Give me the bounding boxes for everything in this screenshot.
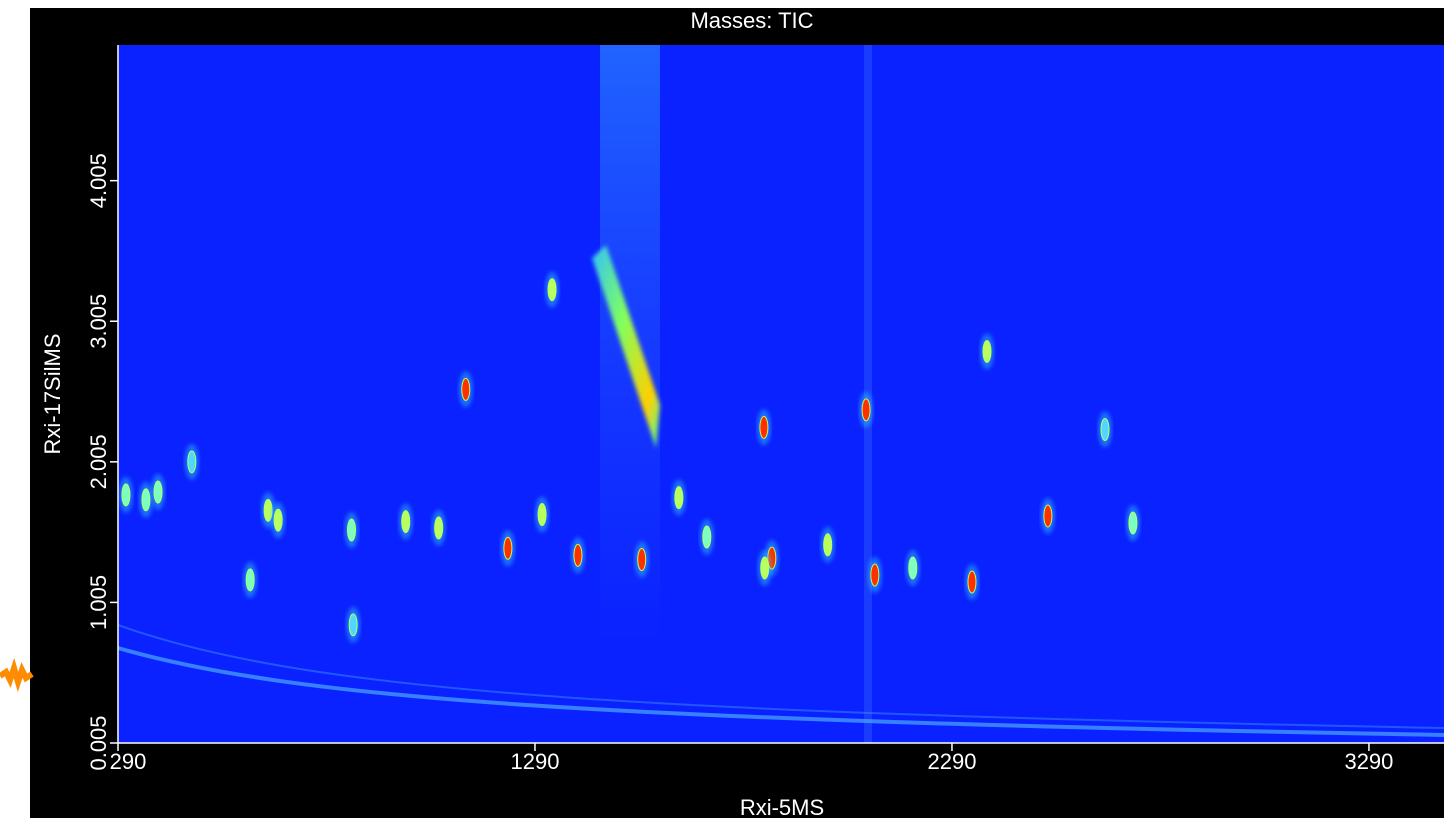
y-axis-label: Rxi-17SilMS xyxy=(40,333,65,454)
peak xyxy=(1128,511,1138,535)
peak xyxy=(461,377,471,401)
peak xyxy=(1100,417,1110,441)
peak xyxy=(153,480,163,504)
peak xyxy=(1043,504,1053,528)
peak xyxy=(823,533,833,557)
peak xyxy=(348,613,358,637)
y-tick-label: 3.005 xyxy=(86,294,111,349)
x-tick-label: 1290 xyxy=(511,749,560,774)
chart-title: Masses: TIC xyxy=(690,8,813,33)
peak xyxy=(982,339,992,363)
y-tick-label: 0.005 xyxy=(86,715,111,770)
peak xyxy=(503,536,513,560)
baseline-curve xyxy=(117,624,1444,729)
peak xyxy=(759,415,769,439)
peak xyxy=(870,563,880,587)
baseline-curve xyxy=(117,646,1444,737)
y-tick-label: 1.005 xyxy=(86,575,111,630)
peak xyxy=(273,508,283,532)
peak xyxy=(347,518,357,542)
peak xyxy=(547,278,557,302)
peak xyxy=(141,488,151,512)
peak xyxy=(537,503,547,527)
plot-area xyxy=(118,45,1444,743)
peak xyxy=(637,548,647,572)
peak xyxy=(908,556,918,580)
peak xyxy=(702,525,712,549)
peak xyxy=(187,450,197,474)
peak xyxy=(245,568,255,592)
peak xyxy=(434,516,444,540)
x-tick-label: 2290 xyxy=(927,749,976,774)
peak xyxy=(121,483,131,507)
peak xyxy=(674,486,684,510)
streak xyxy=(592,245,660,448)
x-tick-label: 3290 xyxy=(1344,749,1393,774)
peak xyxy=(861,398,871,422)
peak xyxy=(401,510,411,534)
y-tick-label: 2.005 xyxy=(86,434,111,489)
peak xyxy=(967,570,977,594)
peak xyxy=(263,498,273,522)
x-tick-label: 290 xyxy=(110,749,147,774)
peak xyxy=(573,543,583,567)
y-tick-label: 4.005 xyxy=(86,153,111,208)
x-axis-label: Rxi-5MS xyxy=(740,795,824,818)
peak xyxy=(760,556,770,580)
side-trace xyxy=(0,657,34,693)
